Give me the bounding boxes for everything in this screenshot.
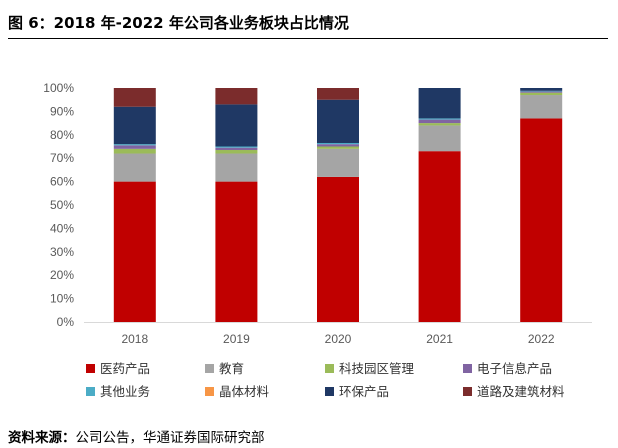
bars — [113, 88, 563, 322]
bar-segment — [113, 148, 156, 154]
bar-segment — [317, 144, 359, 147]
y-axis: 0% 10% 20% 30% 40% 50% 60% 70% 80% 90% 100% — [43, 81, 74, 329]
legend-swatch — [463, 387, 472, 396]
x-tick-label: 2020 — [325, 332, 352, 346]
title-rule — [8, 38, 608, 39]
source-note: 资料来源：公司公告，华通证券国际研究部 — [8, 426, 265, 446]
bar-segment — [418, 119, 461, 124]
legend-item: 教育 — [205, 361, 244, 376]
bar-segment — [215, 88, 258, 105]
x-tick-label: 2022 — [528, 332, 555, 346]
legend-swatch — [86, 364, 95, 373]
legend-label: 道路及建筑材料 — [477, 384, 565, 399]
bar-segment — [113, 181, 156, 322]
y-tick-label: 60% — [50, 175, 74, 189]
y-tick-label: 90% — [50, 104, 74, 118]
bar-segment — [113, 153, 156, 182]
x-tick-label: 2018 — [121, 332, 148, 346]
bar-segment — [113, 145, 156, 149]
bar-segment — [215, 150, 258, 154]
legend-item: 电子信息产品 — [463, 361, 552, 376]
bar-segment — [215, 153, 258, 182]
x-tick-label: 2021 — [426, 332, 453, 346]
y-tick-label: 80% — [50, 128, 74, 142]
bar-segment — [418, 125, 461, 152]
bar-segment — [317, 99, 359, 143]
legend-item: 其他业务 — [86, 384, 150, 399]
bar-segment — [215, 104, 258, 147]
bar-segment — [520, 118, 563, 322]
legend-label: 科技园区管理 — [339, 361, 415, 376]
bar-segment — [520, 91, 563, 93]
bar-segment — [317, 176, 359, 322]
legend-swatch — [325, 387, 334, 396]
bar-segment — [317, 142, 359, 145]
x-tick-label: 2019 — [223, 332, 250, 346]
legend-swatch — [463, 364, 472, 373]
bar-segment — [215, 181, 258, 322]
bar-segment — [317, 148, 359, 177]
legend-item: 晶体材料 — [205, 384, 270, 399]
y-tick-label: 100% — [43, 81, 74, 95]
bar-segment — [520, 90, 563, 92]
legend-item: 道路及建筑材料 — [463, 384, 565, 399]
y-tick-label: 30% — [50, 245, 74, 259]
x-axis: 2018 2019 2020 2021 2022 — [84, 322, 592, 346]
bar-segment — [418, 123, 461, 126]
legend-swatch — [86, 387, 95, 396]
bar-segment — [418, 88, 461, 119]
bar-segment — [113, 88, 156, 107]
bar-segment — [113, 144, 156, 146]
bar-segment — [215, 146, 258, 148]
legend-swatch — [205, 387, 214, 396]
bar-segment — [317, 146, 359, 149]
y-tick-label: 10% — [50, 292, 74, 306]
y-tick-label: 0% — [57, 315, 75, 329]
bar-segment — [113, 106, 156, 145]
bar-segment — [215, 147, 258, 151]
legend-label: 医药产品 — [100, 361, 150, 376]
legend-swatch — [325, 364, 334, 373]
legend-item: 医药产品 — [86, 361, 150, 376]
y-tick-label: 20% — [50, 268, 74, 282]
legend-label: 电子信息产品 — [477, 361, 552, 376]
legend-item: 科技园区管理 — [325, 361, 415, 376]
bar-segment — [520, 92, 563, 96]
source-text: 公司公告，华通证券国际研究部 — [75, 430, 265, 446]
legend-label: 其他业务 — [100, 384, 150, 399]
legend-label: 教育 — [219, 361, 244, 376]
y-tick-label: 50% — [50, 198, 74, 212]
legend-item: 环保产品 — [325, 384, 389, 399]
legend-swatch — [205, 364, 214, 373]
y-tick-label: 40% — [50, 221, 74, 235]
bar-segment — [418, 151, 461, 322]
legend-label: 环保产品 — [339, 384, 389, 399]
bar-segment — [520, 95, 563, 119]
y-tick-label: 70% — [50, 151, 74, 165]
bar-segment — [418, 118, 461, 120]
source-label: 资料来源： — [8, 430, 76, 446]
legend-label: 晶体材料 — [219, 384, 270, 399]
bar-segment — [520, 88, 563, 91]
bar-segment — [317, 88, 359, 100]
figure-title: 图 6：2018 年-2022 年公司各业务板块占比情况 — [8, 14, 349, 32]
